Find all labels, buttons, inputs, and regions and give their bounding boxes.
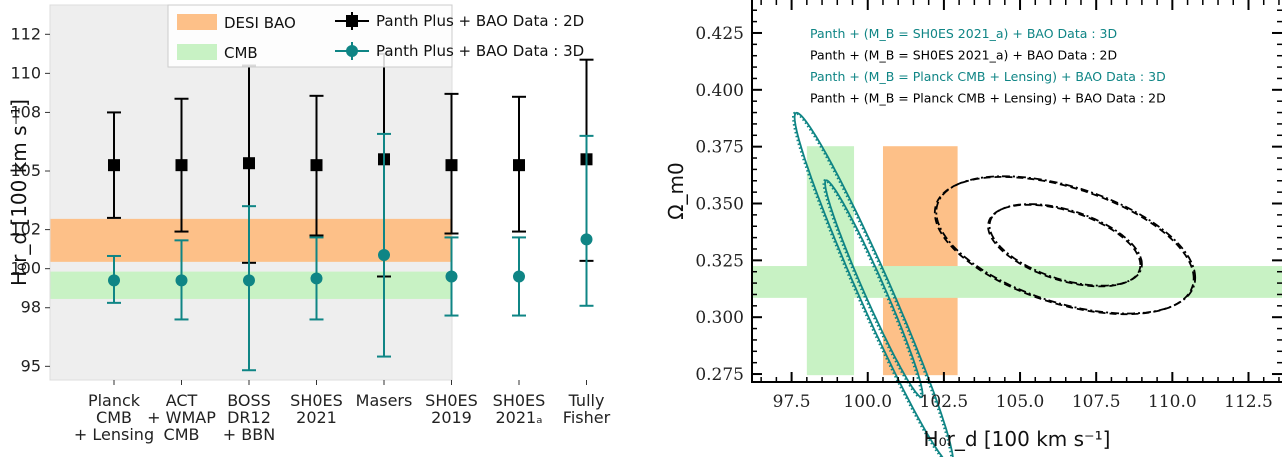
x-tick-label: ACT [166,391,198,410]
y-tick-label: 0.325 [695,251,744,271]
x-tick-label: SH0ES [425,391,478,410]
legend-entry: Panth + (M_B = Planck CMB + Lensing) + B… [810,69,1166,84]
x-tick-label: 102.5 [920,392,969,412]
legend: DESI BAO CMB Panth Plus + BAO Data : 2D Pan… [167,4,584,68]
y-tick-label: 0.400 [695,81,744,101]
x-tick-label: BOSS [227,391,271,410]
legend-marker [346,15,358,27]
y-tick-label: 110 [10,63,41,82]
x-tick-label: + BBN [223,425,275,444]
contour-level [791,111,953,457]
y-tick-label: 108 [10,102,41,121]
contour-level [988,203,1143,287]
y-tick-label: 0.425 [695,24,744,44]
data-point-2d [108,159,120,172]
contour-level [933,175,1195,316]
data-point-3d [175,274,188,287]
legend-entry: Panth + (M_B = SH0ES 2021_a) + BAO Data … [810,48,1117,63]
y-tick-label: 100 [10,259,41,278]
data-point-3d [513,270,525,283]
x-tick-label: Planck [88,391,141,410]
right-panel-contour-chart: 97.5 100.0 102.5 105.0 107.5 110.0 112.5 0.275 0… [664,0,1282,457]
y-tick-label: 0.375 [695,138,744,158]
data-point-2d [175,159,188,172]
x-tick-label: CMB [164,425,200,444]
horizontal-band [752,266,1282,298]
data-point-2d [310,159,323,172]
x-tick-label: + WMAP [147,408,216,427]
x-tick-label: 2019 [431,408,472,427]
x-tick-label: 105.0 [996,392,1045,412]
x-tick-label: CMB [96,408,132,427]
y-axis-label: Ω_m0 [664,162,688,220]
legend-swatch [177,14,217,30]
vertical-band [806,146,855,376]
contour-level [793,111,954,457]
data-point-3d [108,274,120,287]
x-tick-label: 2021ₐ [496,408,543,427]
x-tick-label: DR12 [227,408,271,427]
x-tick-label: SH0ES [290,391,343,410]
x-tick-label: 112.5 [1224,392,1273,412]
y-tick-label: 112 [10,24,41,43]
y-tick-label: 105 [10,161,41,180]
legend-label: Panth Plus + BAO Data : 3D [376,42,584,60]
data-point-3d [310,272,323,285]
y-tick-label: 102 [10,220,41,239]
y-tick-label: 0.275 [695,365,744,385]
x-tick-label: 107.5 [1072,392,1121,412]
left-panel-errorbar-chart: 95 98 100 102 105 108 110 112 H₀r_d [100 km s⁻¹]… [7,4,611,444]
y-tick-label: 95 [21,356,41,375]
legend-entry: Panth + (M_B = Planck CMB + Lensing) + B… [810,91,1166,106]
contour-level [824,179,924,399]
plot-frame [751,0,1282,383]
data-point-2d [513,159,525,172]
vertical-band [882,146,958,376]
y-tick-label: 0.300 [695,308,744,328]
x-tick-label: Masers [356,391,413,410]
data-point-3d [445,270,458,283]
x-tick-label: 110.0 [1148,392,1197,412]
data-point-3d [378,249,390,261]
data-point-2d [445,159,458,172]
contour-level [935,175,1197,315]
y-axis-label: H₀r_d [100 km s⁻¹] [7,99,31,286]
data-point-3d [580,233,593,246]
y-tick-label: 98 [21,298,41,317]
x-tick-label: 100.0 [843,392,892,412]
x-tick-label: Fisher [563,408,611,427]
legend-label: CMB [224,44,258,62]
x-tick-label: 2021 [296,408,337,427]
legend-label: DESI BAO [224,14,296,32]
legend-entry: Panth + (M_B = SH0ES 2021_a) + BAO Data … [810,26,1117,41]
legend-marker [346,45,358,57]
x-tick-label: 97.5 [773,392,811,412]
x-tick-label: SH0ES [493,391,546,410]
x-axis-label: H₀r_d [100 km s⁻¹] [924,427,1111,451]
x-tick-label: Tully [568,391,605,410]
legend-label: Panth Plus + BAO Data : 2D [376,12,584,30]
data-point-2d [243,157,255,170]
y-tick-label: 0.350 [695,195,744,215]
data-point-3d [243,274,255,287]
legend-swatch [177,44,217,60]
x-tick-label: + Lensing [74,425,154,444]
